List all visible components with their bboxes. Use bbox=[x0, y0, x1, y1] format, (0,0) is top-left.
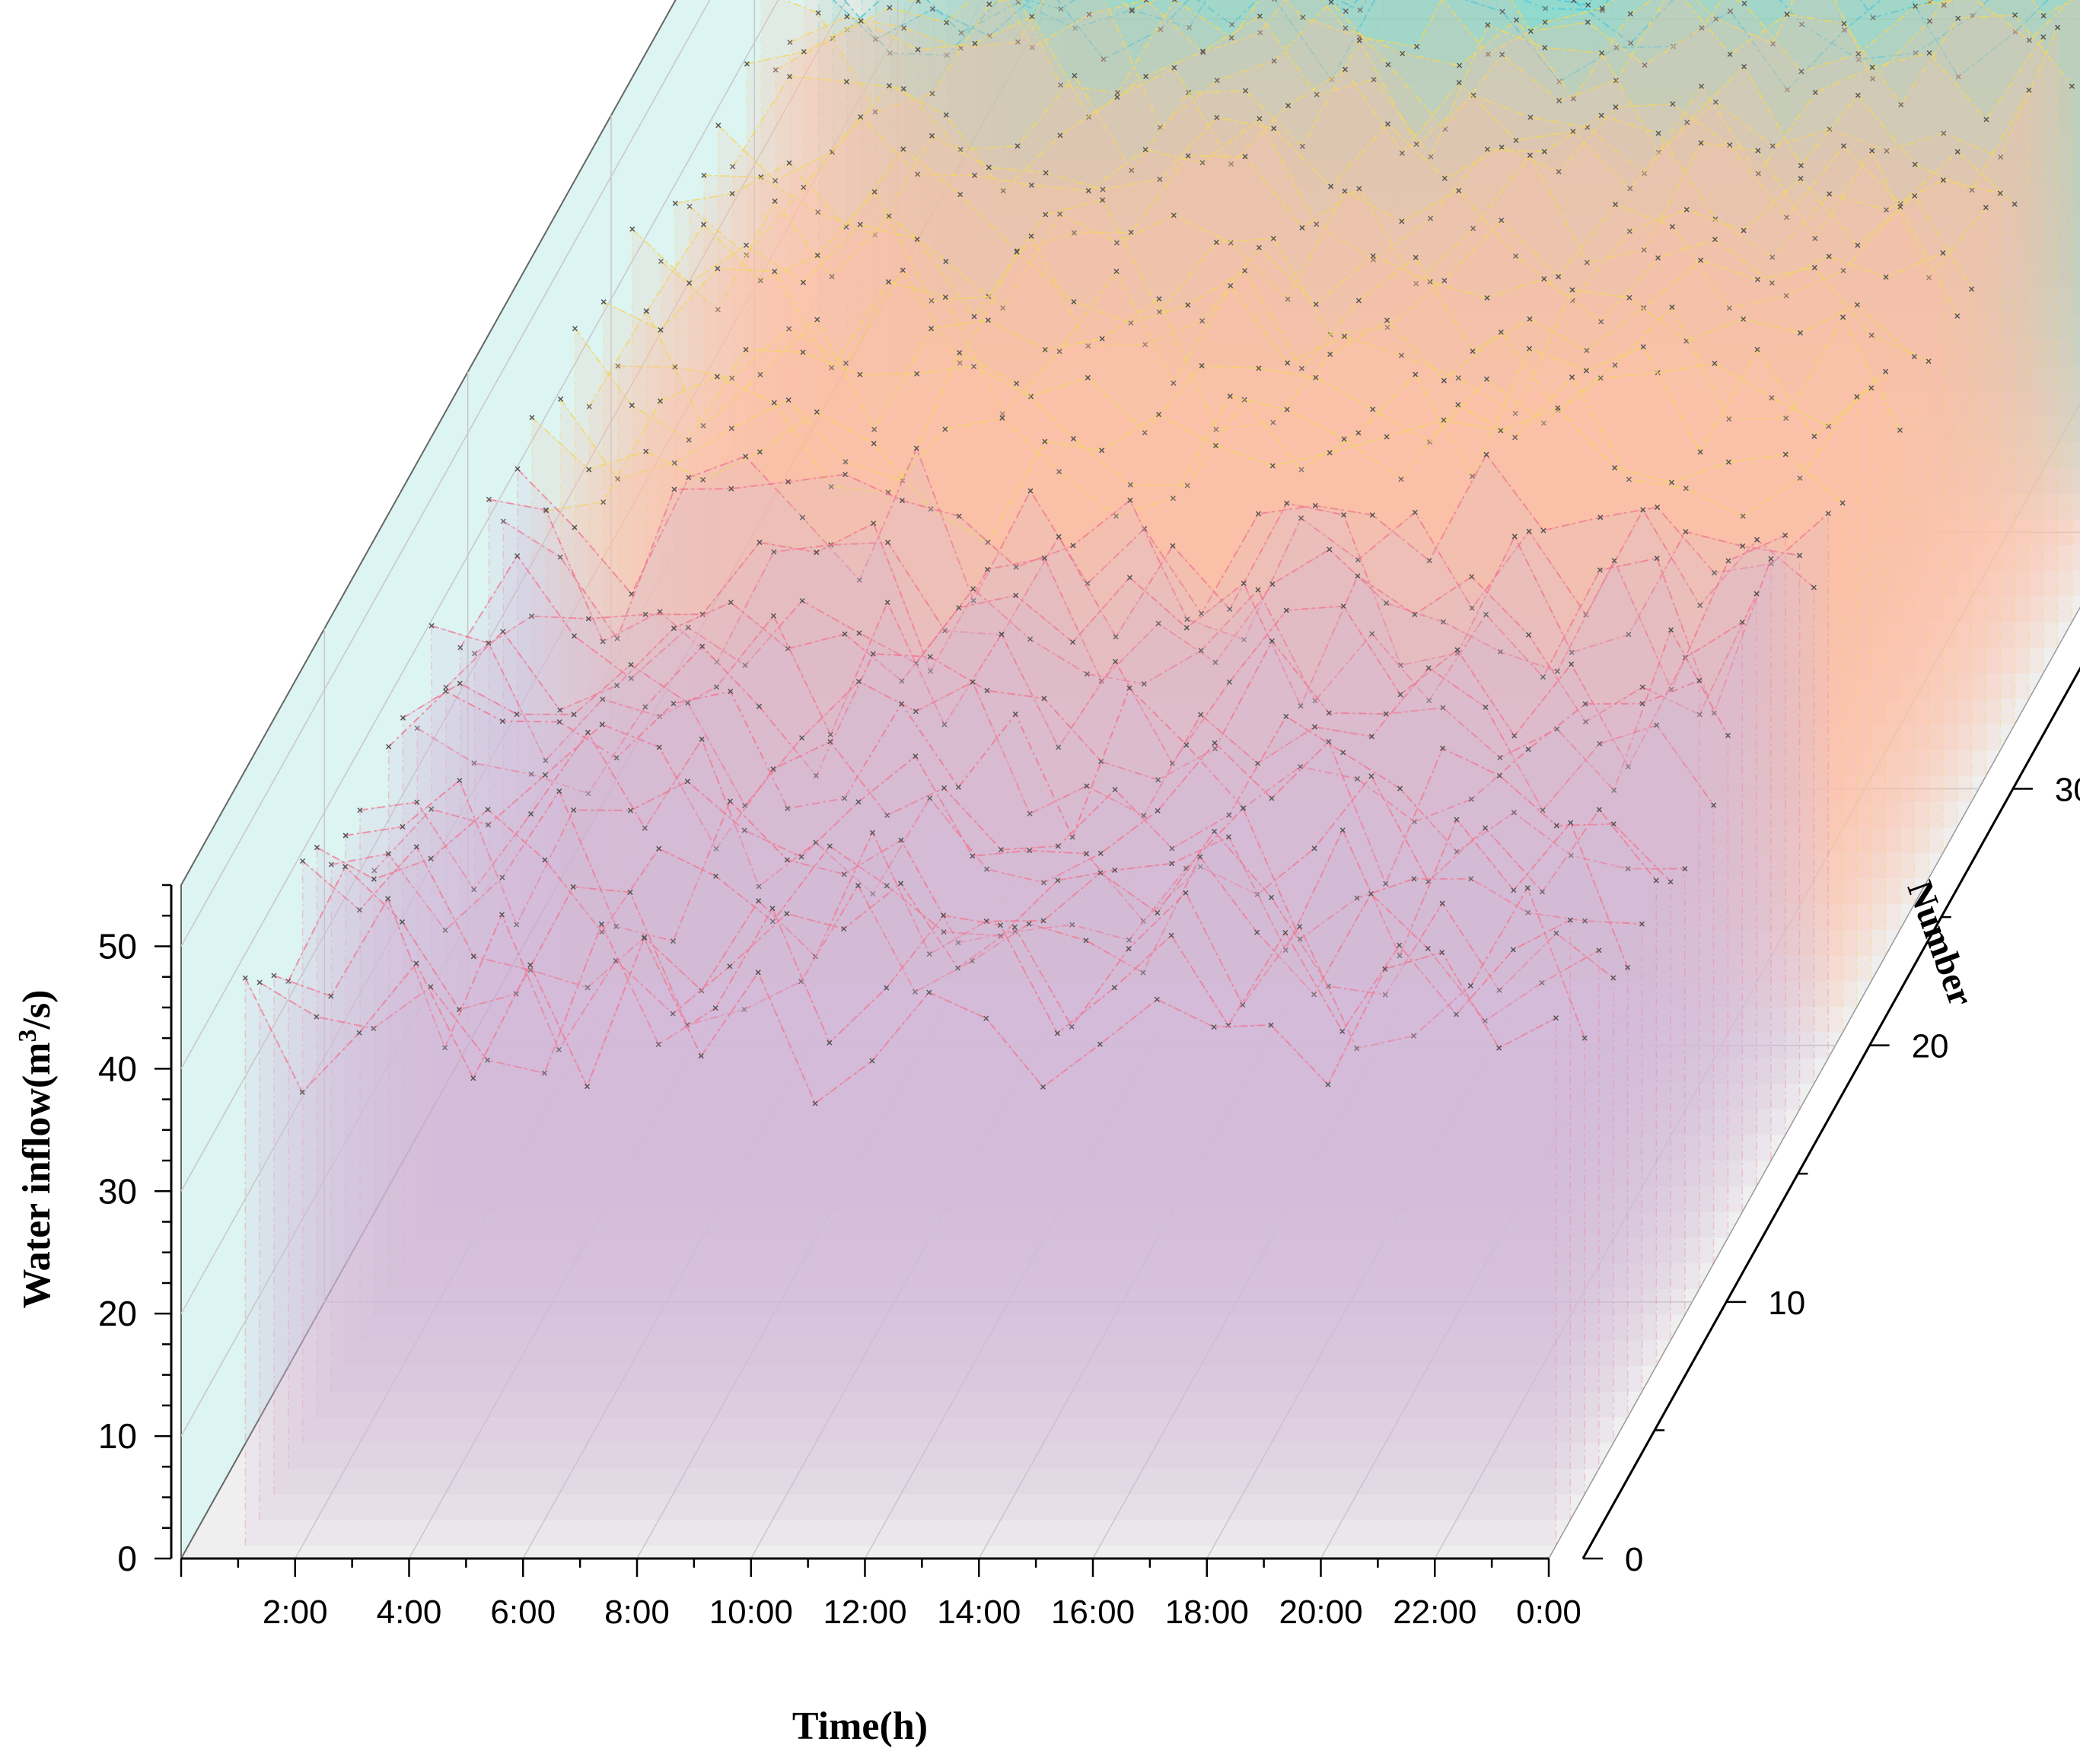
z-tick-label: 30 bbox=[2055, 772, 2080, 809]
series-1 bbox=[243, 936, 1558, 1546]
x-tick-label: 4:00 bbox=[377, 1594, 442, 1631]
z-tick-label: 10 bbox=[1768, 1285, 1805, 1322]
x-tick-label: 12:00 bbox=[823, 1594, 906, 1631]
z-tick-label: 20 bbox=[1912, 1028, 1949, 1065]
x-tick-label: 16:00 bbox=[1051, 1594, 1135, 1631]
series-area bbox=[245, 938, 1556, 1546]
x-tick-label: 8:00 bbox=[604, 1594, 670, 1631]
x-tick-label: 10:00 bbox=[709, 1594, 793, 1631]
x-tick-label: 6:00 bbox=[490, 1594, 556, 1631]
x-axis-title: Time(h) bbox=[792, 1705, 928, 1748]
y-tick-label: 10 bbox=[98, 1416, 137, 1456]
x-tick-label: 18:00 bbox=[1165, 1594, 1249, 1631]
y-tick-label: 20 bbox=[98, 1294, 137, 1333]
y-axis-title: Water inflow(m3/s) bbox=[14, 990, 59, 1309]
x-tick-label: 20:00 bbox=[1279, 1594, 1362, 1631]
z-axis-title: Number bbox=[1899, 875, 1981, 1011]
z-tick-label: 0 bbox=[1625, 1541, 1643, 1578]
y-axis-title-tail: /s) bbox=[15, 990, 59, 1030]
y-tick-label: 0 bbox=[117, 1539, 137, 1578]
x-tick-label: 0:00 bbox=[1516, 1594, 1582, 1631]
y-tick-label: 40 bbox=[98, 1049, 137, 1088]
y-axis-title-main: Water inflow(m bbox=[15, 1043, 59, 1309]
x-tick-label: 14:00 bbox=[937, 1594, 1021, 1631]
y-tick-label: 30 bbox=[98, 1171, 137, 1211]
y-tick-label: 50 bbox=[98, 926, 137, 966]
x-tick-label: 2:00 bbox=[263, 1594, 328, 1631]
y-axis-title-sup: 3 bbox=[14, 1030, 42, 1043]
x-tick-label: 22:00 bbox=[1393, 1594, 1476, 1631]
